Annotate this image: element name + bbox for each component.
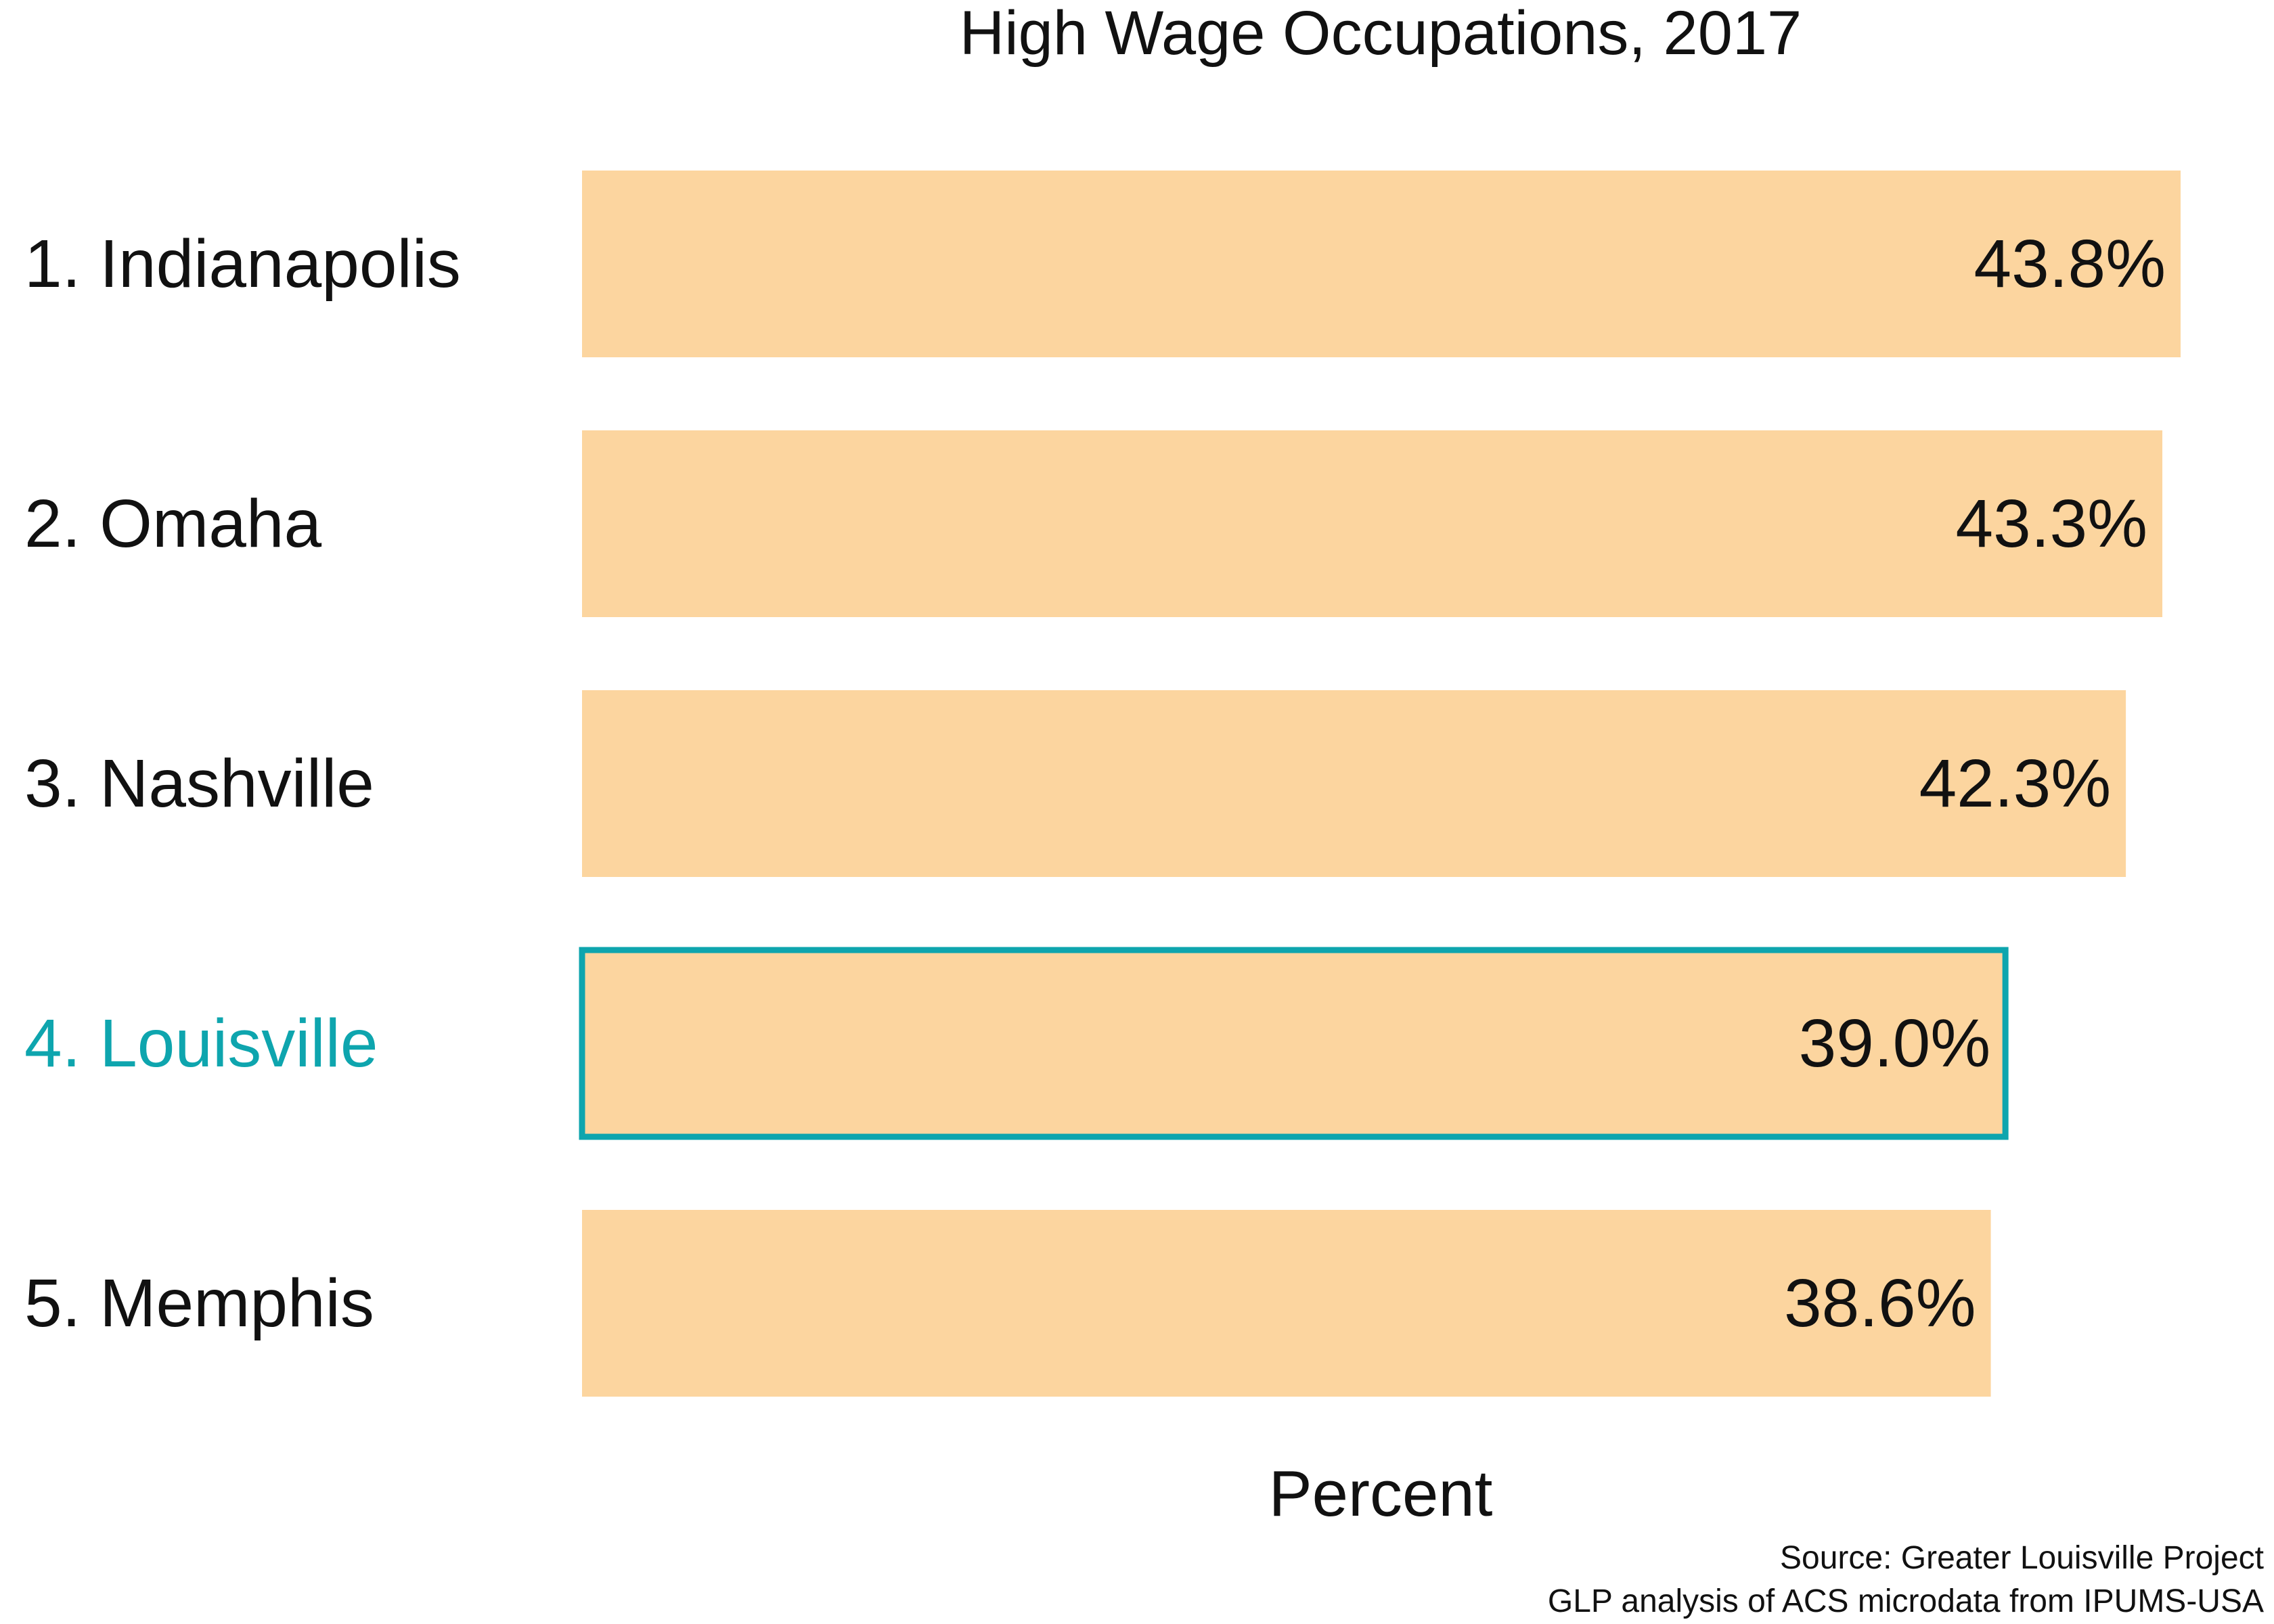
category-label-nashville: 3. Nashville — [24, 746, 374, 821]
category-label-louisville: 4. Louisville — [24, 1006, 378, 1081]
value-label-louisville: 39.0% — [1799, 1006, 1991, 1081]
bar-nashville — [582, 690, 2126, 877]
category-label-memphis: 5. Memphis — [24, 1265, 374, 1341]
category-label-indianapolis: 1. Indianapolis — [24, 226, 461, 302]
bar-indianapolis — [582, 171, 2181, 357]
bar-louisville — [579, 947, 2009, 1140]
value-label-memphis: 38.6% — [1784, 1265, 1976, 1341]
category-label-omaha: 2. Omaha — [24, 486, 321, 562]
value-label-indianapolis: 43.8% — [1974, 226, 2166, 302]
value-label-omaha: 43.3% — [1955, 486, 2147, 562]
chart-title: High Wage Occupations, 2017 — [960, 0, 1802, 68]
bars-layer: 1. Indianapolis 43.8% 2. Omaha 43.3% 3. Nash… — [24, 171, 2181, 1397]
bar-omaha — [582, 430, 2163, 617]
value-label-nashville: 42.3% — [1919, 746, 2112, 821]
source-line-1: Source: Greater Louisville Project — [1780, 1540, 2264, 1576]
bar-memphis — [582, 1210, 1991, 1397]
source-line-2: GLP analysis of ACS microdata from IPUMS… — [1548, 1583, 2264, 1619]
x-axis-label: Percent — [1269, 1458, 1493, 1530]
